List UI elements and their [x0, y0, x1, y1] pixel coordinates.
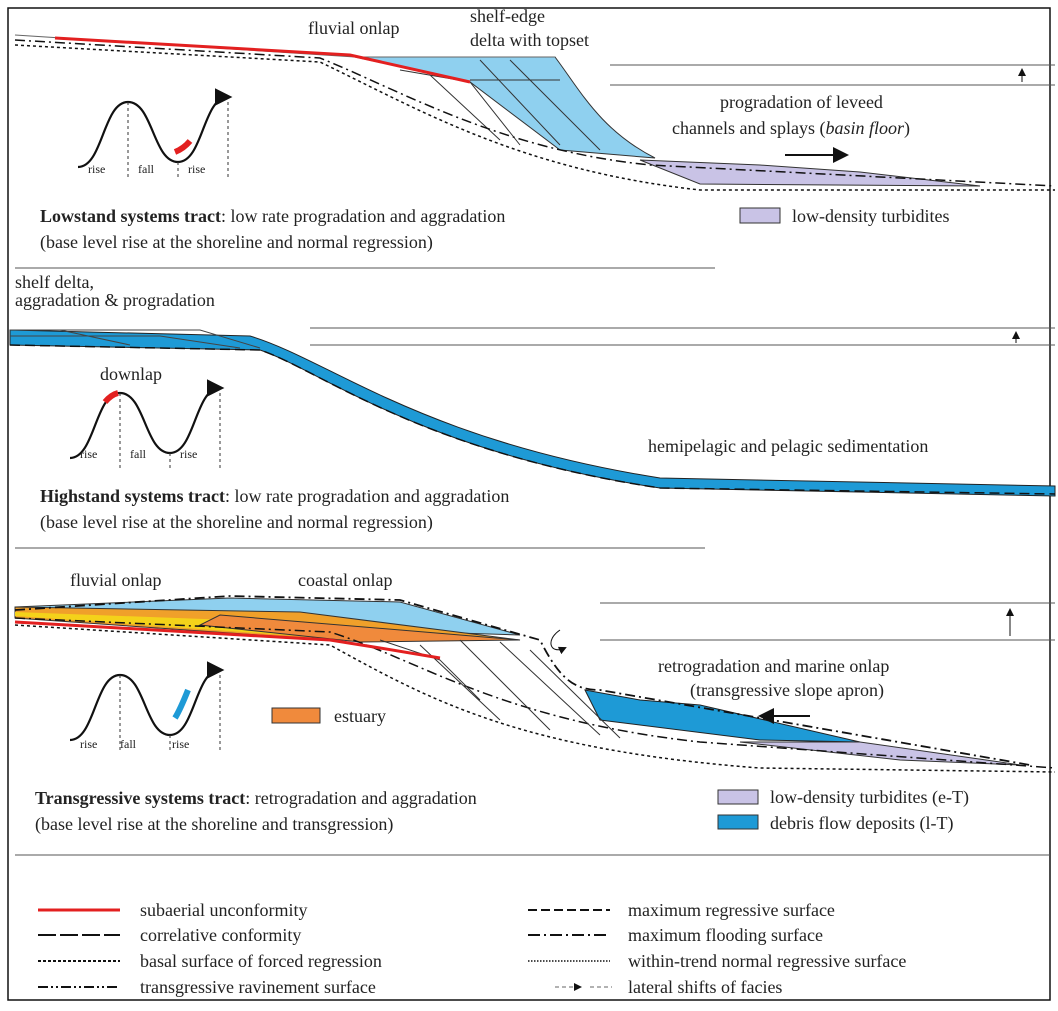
curve-label: rise — [88, 162, 105, 176]
curve-label: fall — [130, 447, 147, 461]
curve-label: rise — [180, 447, 197, 461]
panel-note: (base level rise at the shoreline and no… — [40, 232, 433, 253]
lowstand-panel: rise fall rise fluvial onlap shelf-edge … — [14, 6, 1056, 269]
legend-label: within-trend normal regressive surface — [628, 951, 906, 971]
annotation: channels and splays (basin floor) — [672, 118, 910, 139]
panel-note: (base level rise at the shoreline and no… — [40, 512, 433, 533]
annotation: aggradation & progradation — [15, 290, 215, 310]
annotation: shelf-edge — [470, 6, 545, 26]
highstand-panel: rise fall rise shelf delta, aggradation … — [9, 272, 1056, 549]
legend-label: correlative conformity — [140, 925, 301, 945]
key-label: low-density turbidites — [792, 206, 949, 226]
legend: subaerial unconformity correlative confo… — [38, 900, 906, 997]
curve-label: rise — [188, 162, 205, 176]
annotation: hemipelagic and pelagic sedimentation — [648, 436, 928, 456]
annotation: delta with topset — [470, 30, 589, 50]
curve-label: fall — [120, 737, 137, 751]
key-label: debris flow deposits (l-T) — [770, 813, 953, 834]
annotation: (transgressive slope apron) — [690, 680, 884, 701]
curve-label: fall — [138, 162, 155, 176]
panel-note: (base level rise at the shoreline and tr… — [35, 814, 393, 835]
curve-label: rise — [80, 737, 97, 751]
legend-label: maximum regressive surface — [628, 900, 835, 920]
legend-label: lateral shifts of facies — [628, 977, 782, 997]
curve-label: rise — [80, 447, 97, 461]
annotation: shelf delta, — [15, 272, 94, 292]
annotation: fluvial onlap — [70, 570, 161, 590]
legend-label: maximum flooding surface — [628, 925, 823, 945]
annotation: progradation of leveed — [720, 92, 883, 112]
annotation: coastal onlap — [298, 570, 392, 590]
annotation: retrogradation and marine onlap — [658, 656, 889, 676]
delta — [354, 56, 656, 159]
panel-title: Transgressive systems tract: retrogradat… — [35, 788, 477, 808]
annotation: downlap — [100, 364, 162, 384]
annotation: estuary — [334, 706, 386, 726]
annotation: fluvial onlap — [308, 18, 399, 38]
transgressive-panel: rise fall rise fluvial onlap coastal onl… — [14, 570, 1056, 856]
key-label: low-density turbidites (e-T) — [770, 787, 969, 808]
legend-label: subaerial unconformity — [140, 900, 307, 920]
panel-title: Lowstand systems tract: low rate prograd… — [40, 206, 505, 226]
frame — [7, 7, 1051, 1001]
curve-label: rise — [172, 737, 189, 751]
legend-label: transgressive ravinement surface — [140, 977, 376, 997]
legend-label: basal surface of forced regression — [140, 951, 382, 971]
panel-title: Highstand systems tract: low rate progra… — [40, 486, 509, 506]
